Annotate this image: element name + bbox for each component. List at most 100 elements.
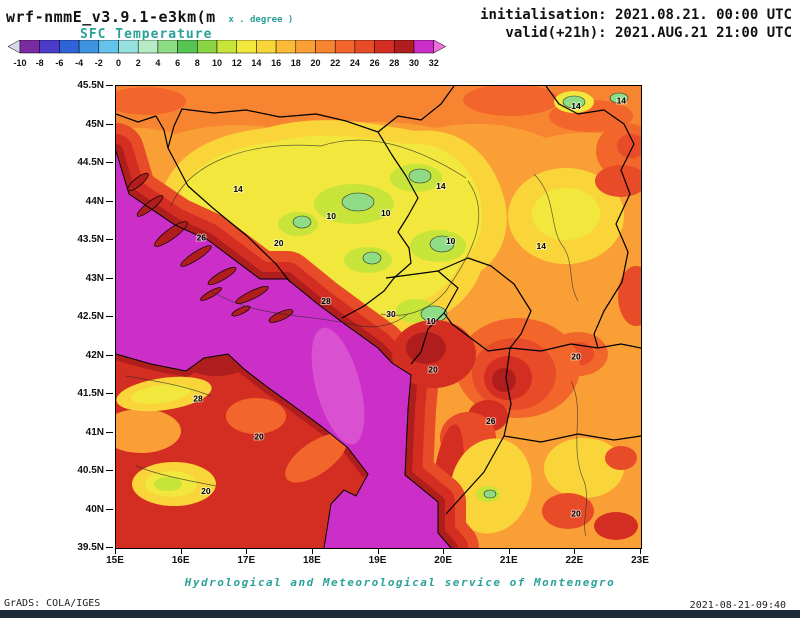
- colorbar-tick-label: 10: [212, 58, 222, 68]
- contour-label: 20: [428, 364, 438, 374]
- x-tick-mark: [246, 548, 248, 554]
- contour-label: 10: [446, 236, 456, 246]
- colorbar-cell: [197, 40, 218, 54]
- colorbar-cell: [295, 40, 316, 54]
- colorbar-above-arrow: [433, 40, 447, 54]
- colorbar-tick-label: 20: [310, 58, 320, 68]
- contour-label: 20: [274, 238, 284, 248]
- y-tick-mark: [106, 316, 113, 317]
- x-axis-label: 22E: [565, 555, 584, 566]
- creation-timestamp: 2021-08-21-09:40: [689, 600, 786, 611]
- contour-label: 14: [233, 184, 243, 194]
- contour-label: 14: [537, 241, 547, 251]
- colorbar-tick-label: 0: [116, 58, 121, 68]
- y-tick-mark: [106, 277, 113, 279]
- contour-label: 20: [571, 508, 581, 518]
- colorbar-tick-label: 14: [251, 58, 261, 68]
- latitude-axis: 45.5N 45N 44.5N 44N 43.5N 43N 42.5N 42N 41.5N 41N…: [0, 80, 114, 553]
- colorbar-tick-label: -6: [55, 58, 63, 68]
- colorbar-cell: [413, 40, 434, 54]
- x-axis-label: 15E: [106, 555, 124, 566]
- colorbar-cell: [177, 40, 198, 54]
- x-tick-mark: [640, 548, 641, 554]
- colorbar-tick-label: -10: [13, 58, 26, 68]
- y-axis-label: 39.5N: [77, 542, 104, 553]
- y-axis-label: 41N: [85, 426, 104, 438]
- x-axis-label: 17E: [237, 555, 256, 566]
- run-time-block: initialisation: 2021.08.21. 00:00 UTC va…: [480, 6, 792, 42]
- contour-label: 30: [386, 309, 396, 319]
- colorbar-cell: [315, 40, 336, 54]
- y-tick-mark: [106, 85, 113, 86]
- service-credit-line: Hydrological and Meteorological service …: [184, 576, 616, 589]
- colorbar-tick-label: 2: [136, 58, 141, 68]
- colorbar-tick-label: -2: [95, 58, 103, 68]
- y-axis-label: 45.5N: [77, 80, 104, 91]
- contour-labels-layer: 14 10 10 14 10 10 14 14 14 26 20 28 30 20 20 28 20 20 20 26: [192, 95, 627, 520]
- model-units: x . degree ): [228, 15, 294, 25]
- contour-label: 28: [193, 394, 203, 404]
- coastline: [116, 150, 452, 548]
- x-tick-mark: [180, 548, 182, 554]
- colorbar-cell: [157, 40, 178, 54]
- y-axis-label: 43.5N: [77, 234, 104, 245]
- contour-label: 28: [321, 296, 331, 306]
- x-axis-label: 19E: [368, 555, 387, 566]
- temperature-contour-lines: [125, 139, 587, 537]
- map-frame: 14 10 10 14 10 10 14 14 14 26 20 28 30 20 20 28 20 20 20 26: [115, 85, 642, 549]
- italy-landmass: [116, 353, 369, 548]
- contour-label: 26: [486, 416, 496, 426]
- y-axis-label: 40N: [85, 503, 104, 515]
- temperature-map: 14 10 10 14 10 10 14 14 14 26 20 28 30 20 20 28 20 20 20 26: [116, 86, 641, 548]
- x-tick-mark: [311, 548, 313, 554]
- x-tick-mark: [443, 548, 445, 554]
- colorbar-tick-label: 28: [389, 58, 399, 68]
- y-axis-label: 44N: [85, 195, 104, 207]
- colorbar-tick-label: 32: [429, 58, 439, 68]
- contour-label: 20: [201, 486, 211, 496]
- bottom-window-bar: [0, 610, 800, 618]
- croatian-islands: [127, 172, 294, 323]
- colorbar-tick-label: 30: [409, 58, 419, 68]
- colorbar-cell: [334, 40, 356, 54]
- montenegro-hot-spot: [392, 320, 476, 388]
- longitude-axis: 15E 16E 17E 18E 19E 20E 21E 22E 23E: [106, 548, 649, 568]
- y-axis-label: 42.5N: [77, 311, 104, 322]
- x-tick-mark: [574, 548, 576, 554]
- colorbar-cell: [137, 40, 159, 54]
- colorbar-cell: [59, 40, 80, 54]
- y-axis-label: 45N: [85, 118, 104, 130]
- colorbar-tick-label: 6: [175, 58, 180, 68]
- model-title-line: wrf-nmmE_v3.9.1-e3km(m x . degree ): [6, 7, 293, 26]
- colorbar-cell: [216, 40, 237, 54]
- colorbar-tick-label: 26: [370, 58, 380, 68]
- x-axis-label: 20E: [434, 555, 453, 566]
- colorbar-tick-label: 8: [195, 58, 200, 68]
- grads-credit: GrADS: COLA/IGES: [4, 598, 101, 609]
- colorbar-tick-label: 16: [271, 58, 281, 68]
- colorbar-cell: [98, 40, 119, 54]
- y-tick-mark: [106, 162, 113, 163]
- x-tick-mark: [115, 548, 116, 554]
- colorbar-cell: [39, 40, 60, 54]
- x-axis-label: 16E: [171, 555, 190, 566]
- y-axis-label: 43N: [85, 272, 104, 284]
- y-axis-label: 42N: [85, 349, 104, 361]
- valid-time: valid(+21h): 2021.AUG.21 21:00 UTC: [505, 25, 792, 41]
- colorbar-cell: [78, 40, 100, 54]
- colorbar-tick-label: 24: [350, 58, 360, 68]
- colorbar-tick-label: -8: [36, 58, 44, 68]
- y-tick-mark: [106, 123, 113, 125]
- colorbar-tick-label: 12: [232, 58, 242, 68]
- contour-label: 26: [197, 233, 207, 243]
- y-tick-mark: [106, 547, 113, 548]
- field-label: SFC Temperature: [80, 27, 213, 42]
- x-axis-label: 23E: [631, 555, 649, 566]
- y-tick-mark: [106, 393, 113, 394]
- colorbar-cell: [354, 40, 375, 54]
- colorbar-cell: [275, 40, 297, 54]
- y-axis-label: 44.5N: [77, 157, 104, 168]
- model-title: wrf-nmmE_v3.9.1-e3km(m: [6, 8, 216, 26]
- contour-label: 14: [617, 96, 627, 106]
- contour-label: 14: [571, 101, 581, 111]
